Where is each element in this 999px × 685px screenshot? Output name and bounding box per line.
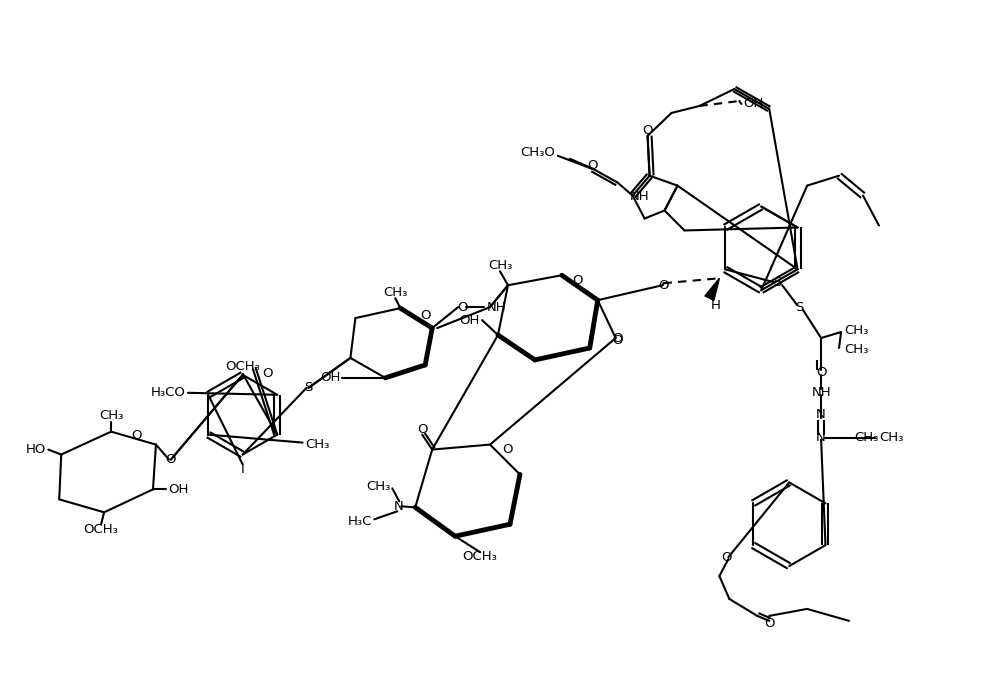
Text: CH₃: CH₃ <box>99 409 123 422</box>
Text: O: O <box>658 279 668 292</box>
Text: N: N <box>816 408 826 421</box>
Text: NH: NH <box>811 386 831 399</box>
Text: OH: OH <box>320 371 341 384</box>
Text: OCH₃: OCH₃ <box>84 523 119 536</box>
Text: NH: NH <box>630 190 649 203</box>
Text: CH₃: CH₃ <box>844 343 868 356</box>
Text: CH₃: CH₃ <box>879 431 903 444</box>
Text: O: O <box>420 309 431 322</box>
Text: O: O <box>721 551 731 564</box>
Text: OH: OH <box>743 97 763 110</box>
Text: O: O <box>612 334 623 347</box>
Text: O: O <box>816 366 826 379</box>
Text: CH₃O: CH₃O <box>519 147 554 160</box>
Text: CH₃: CH₃ <box>488 259 512 272</box>
Text: NH: NH <box>488 301 506 314</box>
Text: O: O <box>457 301 468 314</box>
Text: I: I <box>241 463 245 476</box>
Text: O: O <box>502 443 513 456</box>
Text: O: O <box>764 617 774 630</box>
Text: N: N <box>816 431 826 444</box>
Text: O: O <box>263 367 273 380</box>
Text: CH₃: CH₃ <box>383 286 408 299</box>
Text: N: N <box>394 500 404 513</box>
Text: CH₃: CH₃ <box>306 438 330 451</box>
Polygon shape <box>705 278 719 301</box>
Text: O: O <box>417 423 428 436</box>
Text: S: S <box>773 276 781 289</box>
Text: S: S <box>795 301 803 314</box>
Text: H₃CO: H₃CO <box>151 386 186 399</box>
Text: OH: OH <box>460 314 481 327</box>
Text: OCH₃: OCH₃ <box>226 360 260 373</box>
Text: CH₃: CH₃ <box>844 323 868 336</box>
Text: HO: HO <box>26 443 46 456</box>
Text: O: O <box>587 159 598 172</box>
Text: O: O <box>166 453 176 466</box>
Text: O: O <box>572 274 583 287</box>
Text: CH₃: CH₃ <box>366 480 391 493</box>
Text: O: O <box>612 332 623 345</box>
Text: O: O <box>131 429 141 442</box>
Text: CH₃: CH₃ <box>854 431 878 444</box>
Text: OCH₃: OCH₃ <box>463 549 498 562</box>
Text: S: S <box>305 382 313 395</box>
Text: H₃C: H₃C <box>348 514 373 527</box>
Text: OH: OH <box>168 483 188 496</box>
Text: O: O <box>642 125 652 138</box>
Text: H: H <box>710 299 720 312</box>
